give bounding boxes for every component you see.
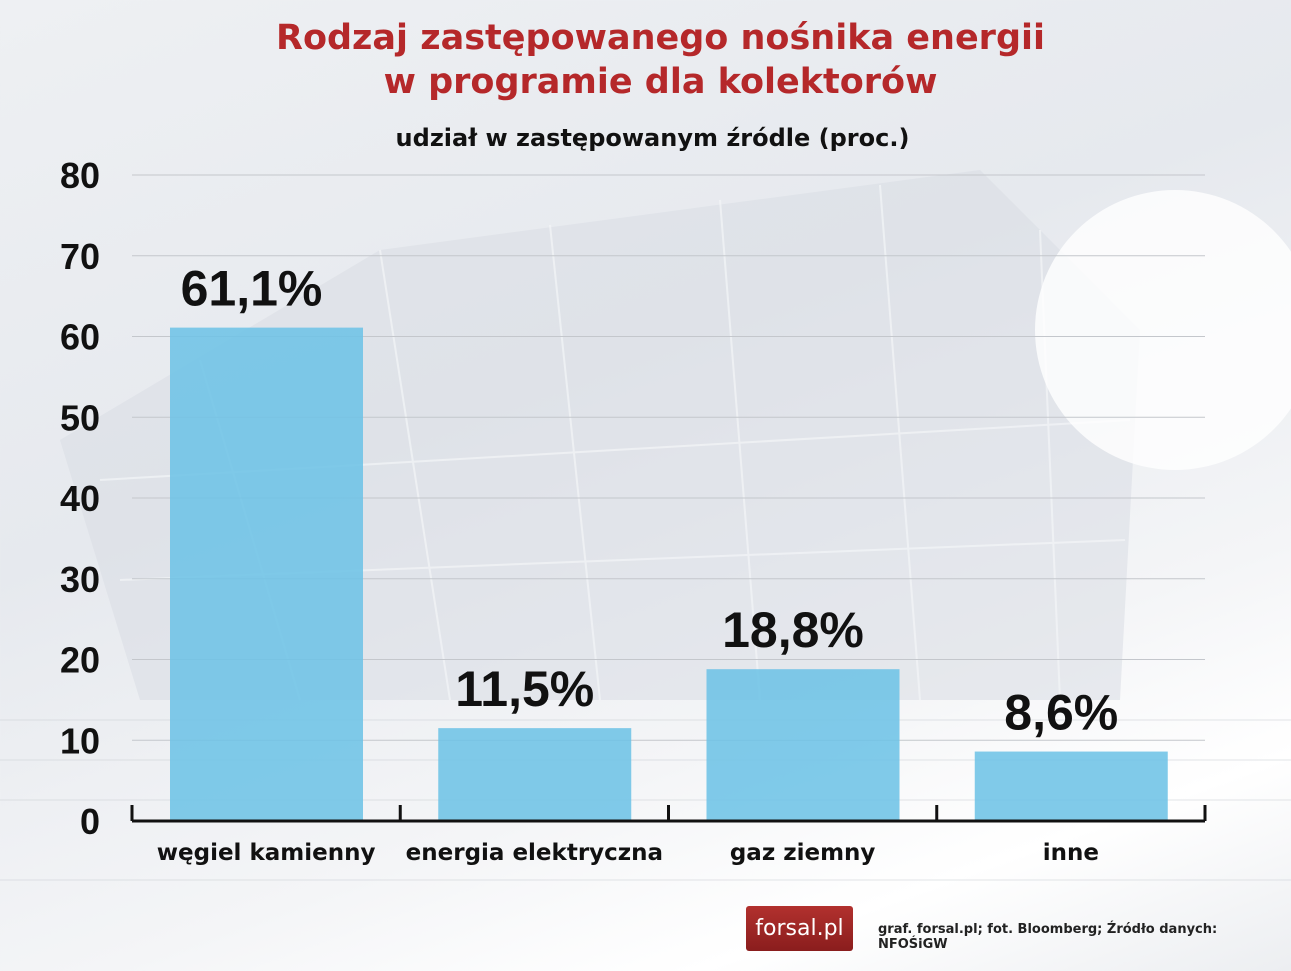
bar-0 [170,327,363,821]
forsal-logo[interactable]: forsal.pl [746,906,853,951]
x-tick-label: gaz ziemny [730,840,876,866]
y-tick-label: 20 [60,640,100,681]
data-label: 18,8% [722,602,864,658]
x-tick-label: energia elektryczna [406,840,663,866]
data-label: 8,6% [1004,685,1118,741]
title-line-2: w programie dla kolektorów [383,62,938,102]
bar-3 [974,751,1168,821]
bar-2 [706,669,900,821]
y-tick-label: 50 [60,397,100,438]
y-tick-label: 80 [60,155,100,196]
y-tick-label: 70 [60,236,100,277]
y-tick-label: 10 [60,720,100,761]
logo-text: forsal.pl [755,916,844,941]
x-tick-label: węgiel kamienny [157,840,376,866]
y-tick-label: 40 [60,478,100,519]
x-tick-label: inne [1043,840,1099,866]
y-tick-label: 60 [60,317,100,358]
y-tick-label: 0 [80,801,100,842]
chart-subtitle: udział w zastępowanym źródle (proc.) [395,124,910,152]
data-label: 11,5% [455,661,594,717]
chart-title: Rodzaj zastępowanego nośnika energii w p… [0,16,1291,104]
y-tick-label: 30 [60,559,100,600]
bar-1 [438,728,632,821]
title-line-1: Rodzaj zastępowanego nośnika energii [276,18,1045,58]
source-credits: graf. forsal.pl; fot. Bloomberg; Źródło … [878,922,1218,952]
data-label: 61,1% [181,261,323,317]
